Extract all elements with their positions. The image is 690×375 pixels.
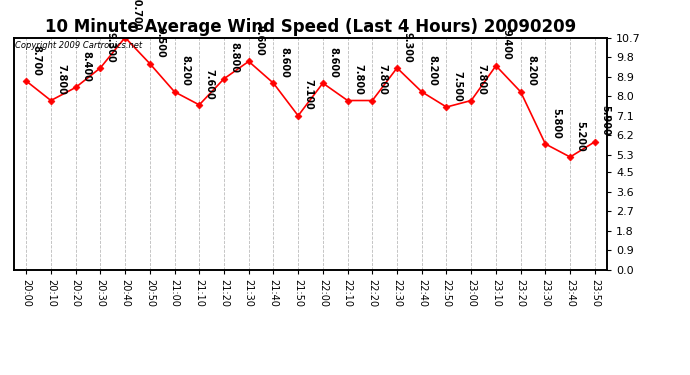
Text: 7.800: 7.800 (378, 64, 388, 95)
Text: 8.600: 8.600 (279, 47, 289, 78)
Text: 7.800: 7.800 (477, 64, 486, 95)
Text: 9.600: 9.600 (254, 25, 264, 56)
Text: 7.800: 7.800 (353, 64, 363, 95)
Text: 7.100: 7.100 (304, 80, 314, 110)
Text: 9.300: 9.300 (402, 32, 413, 62)
Text: 7.500: 7.500 (452, 71, 462, 102)
Text: 8.700: 8.700 (32, 45, 41, 75)
Text: 10.700: 10.700 (130, 0, 141, 32)
Text: 8.200: 8.200 (526, 56, 536, 86)
Text: 7.600: 7.600 (205, 69, 215, 99)
Text: 8.800: 8.800 (230, 42, 239, 73)
Text: 7.800: 7.800 (57, 64, 66, 95)
Text: 8.200: 8.200 (180, 56, 190, 86)
Text: Copyright 2009 Cartronics.net: Copyright 2009 Cartronics.net (15, 41, 142, 50)
Text: 5.200: 5.200 (575, 121, 586, 152)
Title: 10 Minute Average Wind Speed (Last 4 Hours) 20090209: 10 Minute Average Wind Speed (Last 4 Hou… (45, 18, 576, 36)
Text: 8.600: 8.600 (328, 47, 338, 78)
Text: 5.800: 5.800 (551, 108, 561, 138)
Text: 8.200: 8.200 (427, 56, 437, 86)
Text: 9.300: 9.300 (106, 32, 116, 62)
Text: 5.900: 5.900 (600, 105, 611, 136)
Text: 9.500: 9.500 (155, 27, 166, 58)
Text: 8.400: 8.400 (81, 51, 91, 82)
Text: 9.400: 9.400 (502, 30, 511, 60)
